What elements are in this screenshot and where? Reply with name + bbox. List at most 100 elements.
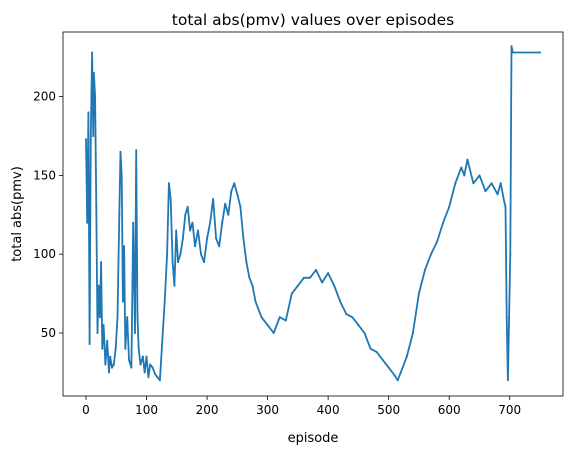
- data-point: [254, 300, 257, 303]
- data-point: [496, 193, 499, 196]
- series-line: [85, 45, 540, 382]
- data-point: [296, 284, 299, 287]
- x-tick-label: 100: [135, 403, 158, 417]
- data-point: [399, 371, 402, 374]
- data-point: [278, 316, 281, 319]
- data-point: [100, 261, 103, 264]
- data-point: [134, 332, 136, 334]
- data-point: [177, 261, 179, 264]
- data-point: [194, 245, 196, 248]
- data-point: [508, 316, 511, 319]
- data-point: [116, 316, 119, 319]
- data-point: [98, 316, 101, 319]
- data-point: [460, 166, 463, 169]
- data-point: [510, 45, 513, 48]
- data-point: [124, 347, 127, 350]
- data-point: [94, 95, 97, 98]
- data-point: [141, 355, 144, 358]
- data-point: [499, 182, 502, 185]
- data-point: [135, 149, 138, 152]
- data-point: [239, 205, 242, 208]
- data-point: [197, 229, 199, 232]
- data-point: [130, 366, 133, 369]
- data-point: [393, 374, 396, 377]
- data-point: [511, 51, 514, 54]
- data-point: [411, 332, 414, 334]
- data-point: [472, 182, 475, 185]
- data-point: [442, 221, 445, 224]
- data-point: [167, 182, 170, 185]
- data-point: [137, 347, 140, 350]
- data-point: [539, 51, 541, 54]
- data-point: [145, 355, 148, 358]
- data-point: [186, 205, 189, 208]
- y-tick-label: 200: [33, 90, 56, 104]
- data-point: [227, 213, 230, 216]
- data-point: [169, 198, 172, 200]
- data-point: [504, 205, 507, 208]
- data-point: [284, 319, 287, 322]
- data-point: [200, 253, 202, 256]
- data-point: [209, 221, 212, 224]
- data-point: [218, 245, 221, 248]
- data-point: [123, 245, 126, 248]
- data-point: [147, 376, 150, 379]
- y-axis: 50 100 150 200: [33, 90, 63, 340]
- data-point: [430, 253, 432, 256]
- data-points: [85, 45, 541, 382]
- data-point: [321, 281, 324, 284]
- data-point: [242, 237, 245, 240]
- data-point: [272, 332, 275, 334]
- data-point: [251, 284, 254, 287]
- data-point: [266, 324, 269, 327]
- data-point: [158, 379, 161, 382]
- data-point: [189, 229, 192, 232]
- data-point: [171, 261, 174, 264]
- data-point: [381, 358, 384, 361]
- data-point: [101, 347, 104, 350]
- data-point: [120, 174, 123, 177]
- x-tick-label: 300: [256, 403, 279, 417]
- data-point: [327, 272, 330, 275]
- data-point: [118, 213, 121, 216]
- data-point: [173, 284, 176, 287]
- data-point: [132, 221, 135, 224]
- data-point: [143, 371, 146, 374]
- data-point: [290, 292, 293, 295]
- data-point: [375, 350, 378, 353]
- data-point: [333, 284, 336, 287]
- data-point: [448, 205, 451, 208]
- data-point: [215, 237, 218, 240]
- data-point: [387, 366, 390, 369]
- data-point: [112, 363, 115, 366]
- data-point: [96, 332, 99, 334]
- data-point: [121, 300, 124, 303]
- data-point: [484, 190, 487, 193]
- data-point: [128, 358, 130, 361]
- data-point: [91, 51, 94, 54]
- data-point: [86, 221, 89, 224]
- data-point: [463, 174, 466, 177]
- data-point: [309, 276, 311, 279]
- x-tick-label: 400: [317, 403, 340, 417]
- data-point: [151, 366, 154, 369]
- data-point: [302, 276, 305, 279]
- data-point: [104, 363, 107, 366]
- axes-frame: [62, 31, 564, 397]
- data-point: [424, 268, 426, 271]
- data-point: [87, 111, 90, 114]
- data-point: [179, 253, 182, 256]
- data-point: [224, 202, 227, 205]
- data-point: [191, 221, 194, 224]
- data-point: [509, 253, 512, 256]
- data-point: [95, 205, 98, 208]
- x-tick-label: 500: [377, 403, 400, 417]
- chart-title: total abs(pmv) values over episodes: [172, 11, 454, 29]
- data-point: [339, 300, 342, 303]
- data-point: [88, 343, 91, 345]
- data-point: [396, 379, 399, 382]
- x-axis-label: episode: [288, 431, 339, 446]
- data-point: [106, 339, 109, 342]
- data-point: [114, 347, 117, 350]
